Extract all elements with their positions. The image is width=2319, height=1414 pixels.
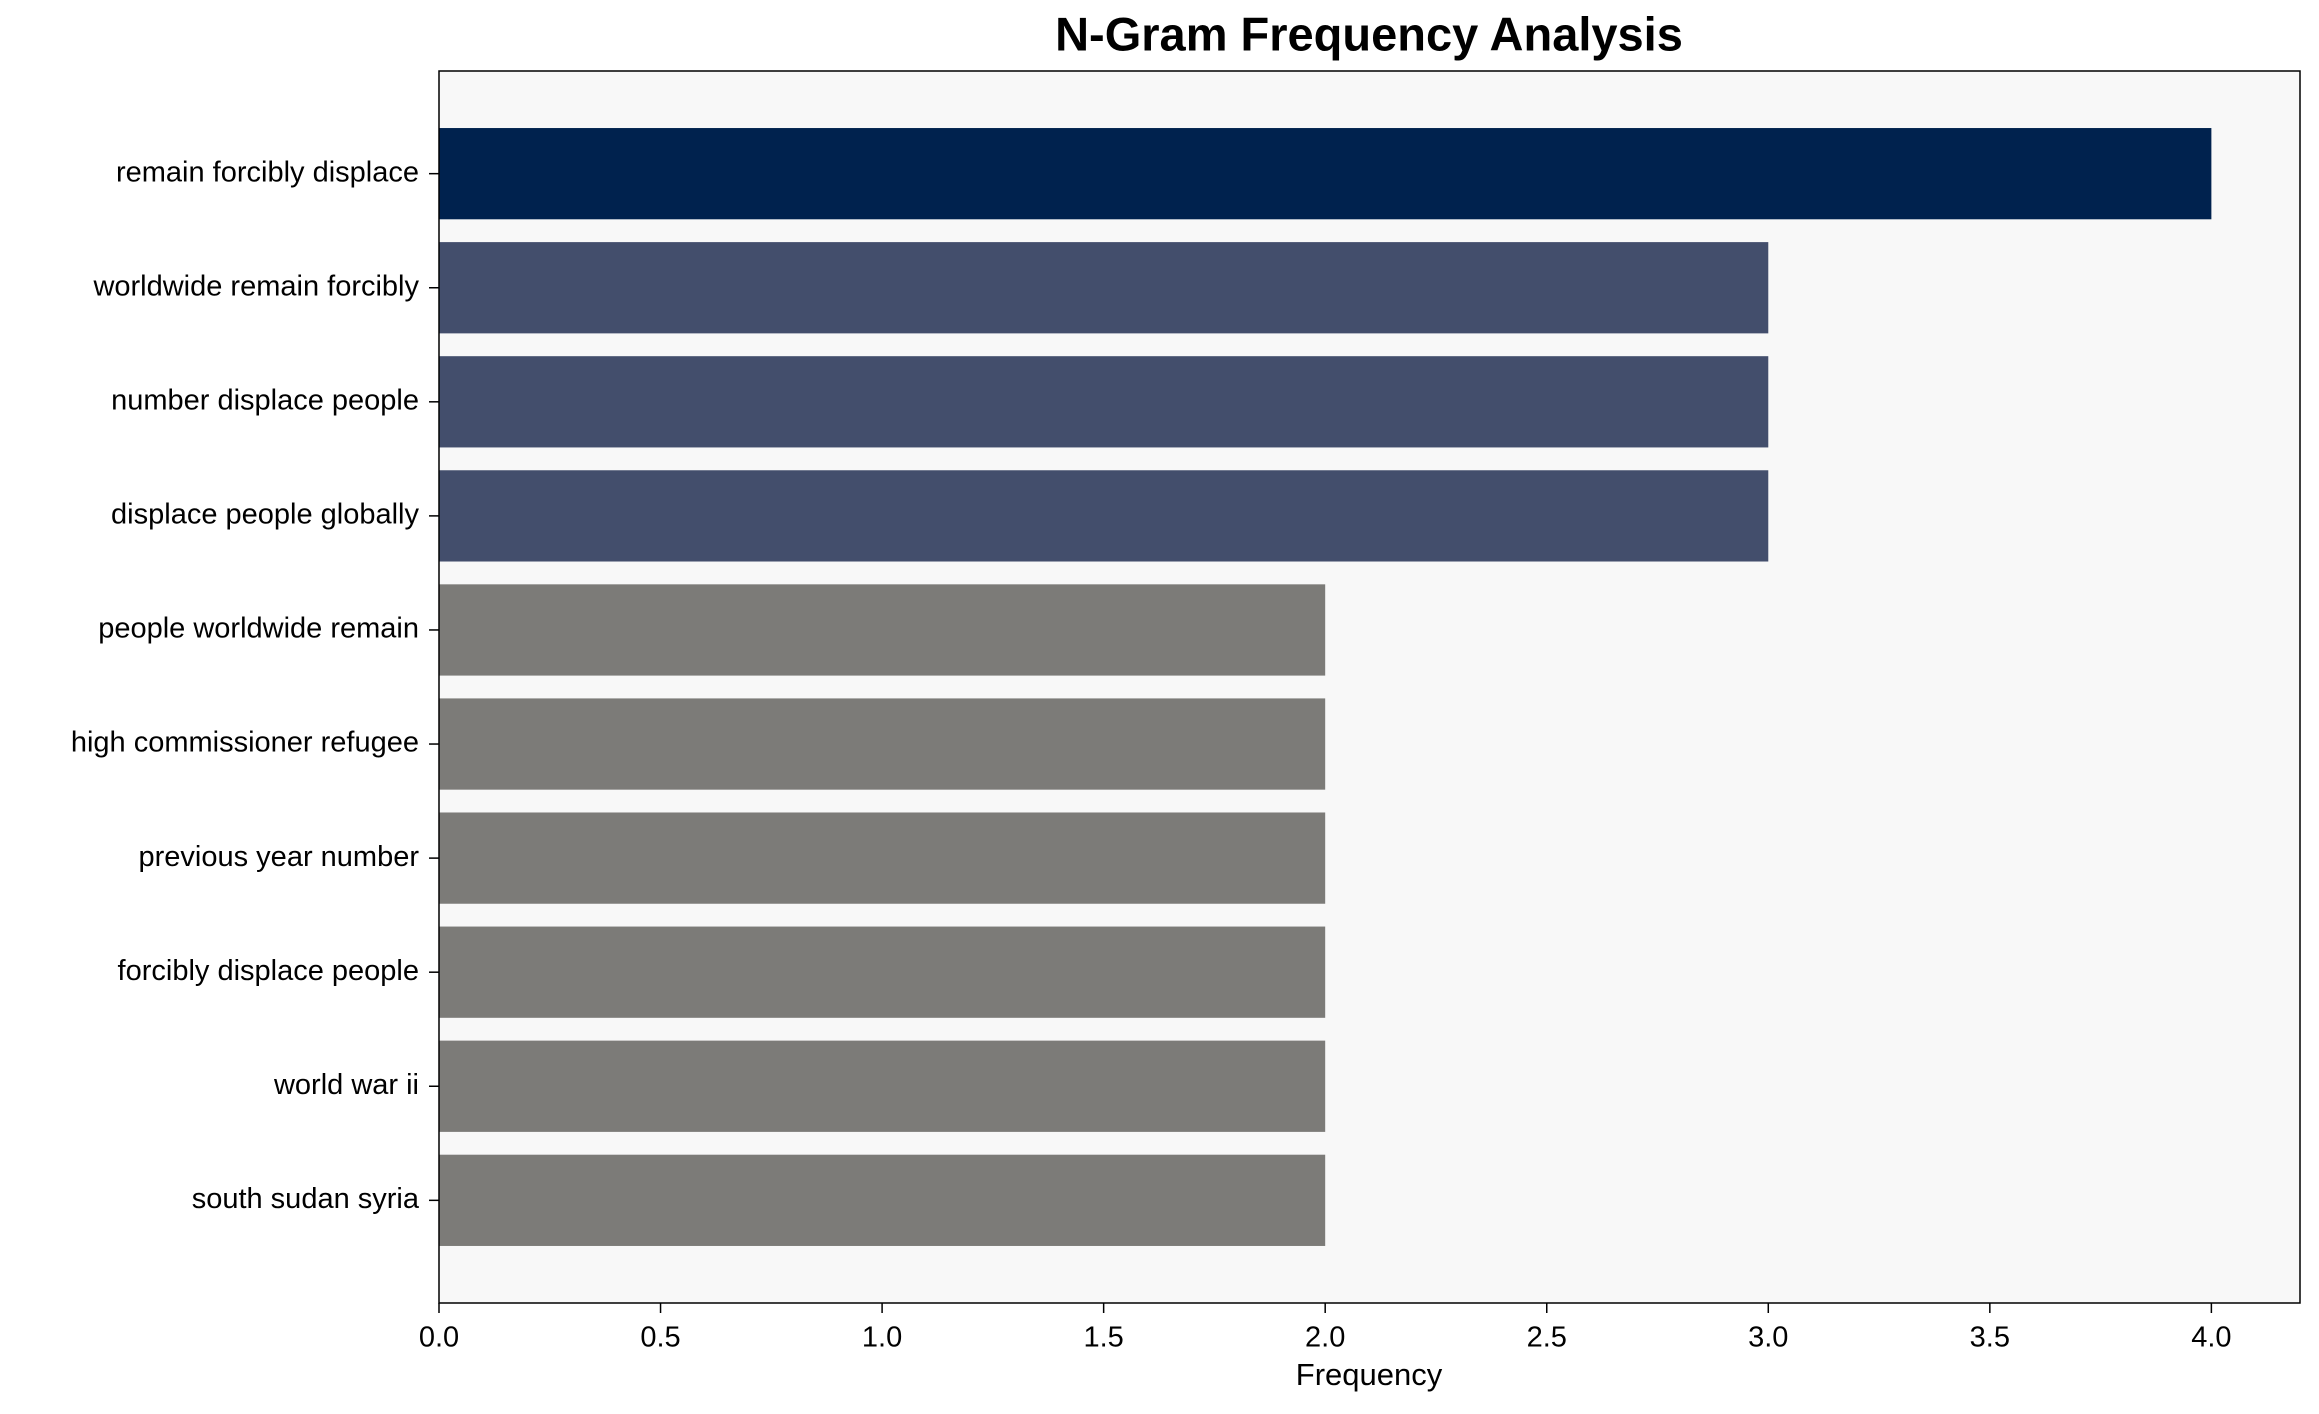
- x-axis-label: Frequency: [1296, 1357, 1443, 1392]
- x-tick-label: 1.0: [862, 1322, 902, 1354]
- y-tick-label: people worldwide remain: [98, 613, 419, 645]
- x-tick-label: 3.0: [1748, 1322, 1788, 1354]
- y-tick-label: high commissioner refugee: [71, 727, 419, 759]
- y-tick-label: world war ii: [273, 1069, 419, 1101]
- y-tick-label: remain forcibly displace: [116, 156, 419, 188]
- bar: [439, 698, 1326, 790]
- bar: [439, 128, 2212, 220]
- bar: [439, 926, 1326, 1018]
- bar: [439, 1040, 1326, 1132]
- x-tick-label: 3.5: [1970, 1322, 2010, 1354]
- y-tick-label: forcibly displace people: [118, 955, 419, 987]
- bar: [439, 812, 1326, 904]
- bar: [439, 356, 1769, 448]
- x-tick-label: 0.0: [419, 1322, 459, 1354]
- bar: [439, 584, 1326, 676]
- y-tick-label: displace people globally: [111, 499, 419, 531]
- y-tick-label: south sudan syria: [192, 1183, 420, 1215]
- y-tick-label: worldwide remain forcibly: [92, 270, 419, 302]
- chart-title: N-Gram Frequency Analysis: [1055, 7, 1683, 60]
- bar: [439, 470, 1769, 562]
- y-tick-label: number displace people: [111, 384, 419, 416]
- x-tick-label: 2.5: [1527, 1322, 1567, 1354]
- y-tick-label: previous year number: [139, 841, 420, 873]
- x-tick-label: 1.5: [1083, 1322, 1123, 1354]
- x-tick-label: 0.5: [640, 1322, 680, 1354]
- bar: [439, 242, 1769, 334]
- axes-frame: [438, 70, 2301, 1304]
- bar: [439, 1154, 1326, 1246]
- x-tick-label: 4.0: [2191, 1322, 2231, 1354]
- x-tick-label: 2.0: [1305, 1322, 1345, 1354]
